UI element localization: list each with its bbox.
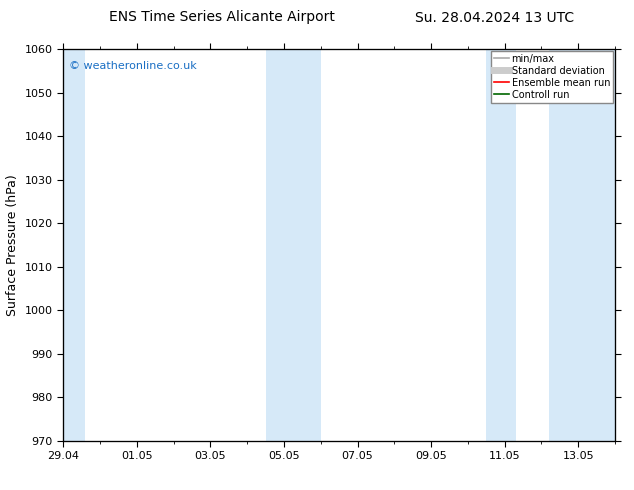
Text: Su. 28.04.2024 13 UTC: Su. 28.04.2024 13 UTC (415, 10, 574, 24)
Bar (549, 49, 619, 441)
Bar (60, 49, 86, 441)
Bar (486, 49, 515, 441)
Text: ENS Time Series Alicante Airport: ENS Time Series Alicante Airport (109, 10, 335, 24)
Y-axis label: Surface Pressure (hPa): Surface Pressure (hPa) (6, 174, 19, 316)
Legend: min/max, Standard deviation, Ensemble mean run, Controll run: min/max, Standard deviation, Ensemble me… (491, 51, 613, 102)
Bar (266, 49, 321, 441)
Text: © weatheronline.co.uk: © weatheronline.co.uk (69, 61, 197, 71)
